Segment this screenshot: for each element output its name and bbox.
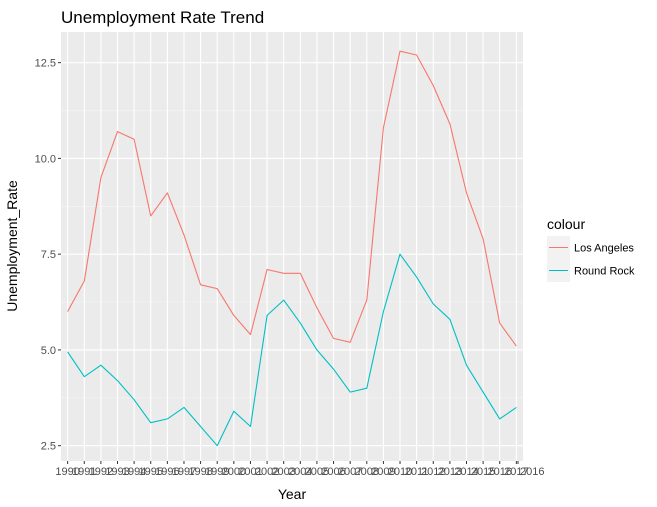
x-tick-label: 1997 [172,466,196,478]
x-tick-label: 2015 [471,466,495,478]
series-lines [67,50,517,447]
y-tick-label: 7.5 [41,249,56,261]
x-tick-label: 2000 [222,466,246,478]
x-tick-label: 2016 [487,466,511,478]
x-tick-label: 1991 [72,466,96,478]
x-tick-label: 1990 [55,466,79,478]
x-tick-label: 1998 [188,466,212,478]
plot-panel [61,32,523,461]
x-axis: 1990199119921993199419951996199719981999… [55,461,544,478]
x-tick-label: 2016 [520,466,544,478]
x-tick-label: 2009 [371,466,395,478]
legend-label: Round Rock [574,266,635,278]
x-tick-label: 1996 [155,466,179,478]
y-tick-label: 10.0 [35,153,56,165]
x-axis-title: Year [278,486,307,502]
y-axis-title: Unemployment_Rate [4,180,20,312]
grid-lines [61,32,523,461]
legend: colour Los Angeles Round Rock [547,216,635,282]
x-tick-label: 2006 [321,466,345,478]
x-tick-label: 2001 [238,466,262,478]
x-tick-label: 2014 [454,466,478,478]
x-tick-label: 2005 [305,466,329,478]
series-line-los-angeles [67,50,517,347]
legend-label: Los Angeles [574,243,634,255]
y-tick-label: 5.0 [41,345,56,357]
x-tick-label: 2013 [438,466,462,478]
x-tick-label: 2011 [405,466,429,478]
x-tick-label: 2004 [288,466,312,478]
series-line-round-rock [67,253,517,447]
x-tick-label: 1992 [89,466,113,478]
legend-title: colour [547,216,585,232]
y-tick-label: 12.5 [35,58,56,70]
x-tick-label: 2007 [338,466,362,478]
x-tick-label: 1994 [122,466,146,478]
x-tick-label: 2008 [355,466,379,478]
x-tick-label: 2010 [388,466,412,478]
chart-title: Unemployment Rate Trend [61,8,264,27]
x-tick-label: 1993 [105,466,129,478]
x-tick-label: 1999 [205,466,229,478]
x-tick-label: 2012 [421,466,445,478]
x-tick-label: 1995 [138,466,162,478]
y-tick-label: 2.5 [41,441,56,453]
x-tick-label: 2002 [255,466,279,478]
x-tick-label: 2003 [271,466,295,478]
x-tick-label: 2017 [504,466,528,478]
y-axis: 2.5 5.0 7.5 10.0 12.5 [35,58,61,453]
